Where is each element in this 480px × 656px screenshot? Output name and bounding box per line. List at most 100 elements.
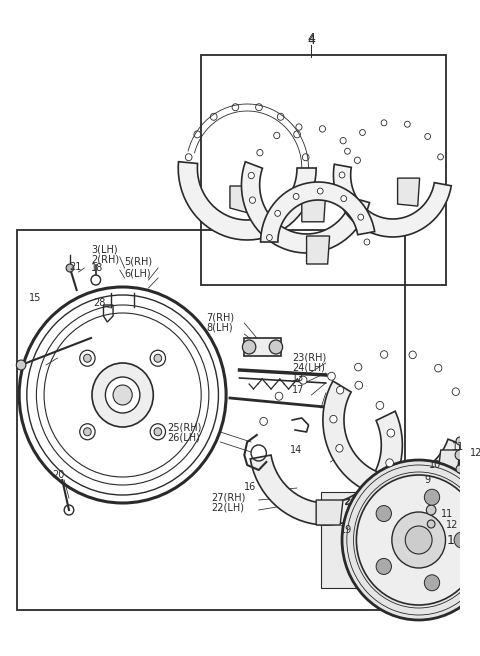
- Circle shape: [242, 340, 256, 354]
- Text: 6(LH): 6(LH): [124, 268, 151, 278]
- Polygon shape: [316, 500, 343, 525]
- Text: 1: 1: [446, 533, 455, 546]
- Polygon shape: [307, 236, 330, 264]
- Polygon shape: [323, 381, 468, 498]
- Polygon shape: [178, 162, 316, 240]
- Circle shape: [452, 388, 459, 396]
- Circle shape: [392, 512, 445, 568]
- Circle shape: [92, 363, 153, 427]
- Text: 16: 16: [244, 482, 256, 492]
- Circle shape: [454, 532, 469, 548]
- Circle shape: [80, 424, 95, 440]
- Text: 22(LH): 22(LH): [211, 503, 244, 513]
- Circle shape: [340, 138, 346, 144]
- Text: 4: 4: [307, 33, 315, 47]
- Polygon shape: [261, 182, 375, 242]
- Circle shape: [106, 377, 140, 413]
- Text: 14: 14: [290, 445, 302, 455]
- Circle shape: [381, 351, 388, 358]
- Circle shape: [293, 194, 299, 199]
- Circle shape: [376, 401, 384, 409]
- Circle shape: [84, 354, 91, 362]
- Circle shape: [154, 354, 162, 362]
- Polygon shape: [230, 186, 252, 214]
- Circle shape: [317, 188, 323, 194]
- Text: 15: 15: [29, 293, 41, 303]
- Polygon shape: [302, 192, 326, 222]
- Text: 11: 11: [441, 509, 453, 519]
- Circle shape: [434, 364, 442, 372]
- Polygon shape: [334, 164, 451, 237]
- Circle shape: [150, 424, 166, 440]
- Circle shape: [84, 428, 91, 436]
- Text: 12: 12: [445, 520, 458, 530]
- Text: 8(LH): 8(LH): [206, 323, 233, 333]
- Circle shape: [194, 131, 201, 138]
- Text: 10: 10: [429, 460, 442, 470]
- Circle shape: [275, 392, 283, 400]
- Circle shape: [319, 126, 325, 132]
- Circle shape: [154, 428, 162, 436]
- Circle shape: [358, 214, 364, 220]
- Circle shape: [300, 376, 307, 384]
- Circle shape: [336, 445, 343, 452]
- Circle shape: [330, 415, 337, 423]
- Text: 20: 20: [53, 470, 65, 480]
- Text: 7(RH): 7(RH): [206, 312, 234, 322]
- Text: 18: 18: [91, 263, 103, 273]
- Circle shape: [424, 489, 440, 505]
- Text: 3(LH): 3(LH): [91, 244, 118, 254]
- Text: 11: 11: [452, 442, 465, 452]
- Circle shape: [424, 575, 440, 591]
- Circle shape: [16, 360, 26, 370]
- Text: 4: 4: [307, 31, 315, 45]
- Circle shape: [354, 157, 360, 163]
- Circle shape: [376, 506, 392, 522]
- Circle shape: [266, 235, 272, 241]
- Circle shape: [150, 350, 166, 366]
- Polygon shape: [250, 411, 402, 525]
- Circle shape: [113, 385, 132, 405]
- Text: 25(RH): 25(RH): [168, 423, 202, 433]
- Circle shape: [386, 459, 394, 467]
- Circle shape: [66, 264, 74, 272]
- Circle shape: [248, 173, 254, 179]
- Circle shape: [376, 558, 392, 575]
- Circle shape: [360, 129, 365, 136]
- Circle shape: [355, 381, 362, 389]
- Circle shape: [275, 211, 280, 216]
- Circle shape: [255, 104, 262, 111]
- Text: 12: 12: [469, 448, 480, 458]
- Circle shape: [210, 113, 217, 120]
- Polygon shape: [438, 450, 460, 475]
- Text: 19: 19: [340, 525, 352, 535]
- Circle shape: [355, 363, 362, 371]
- Circle shape: [364, 239, 370, 245]
- Bar: [244, 338, 281, 356]
- Text: 5(RH): 5(RH): [124, 257, 153, 267]
- Bar: [321, 492, 474, 588]
- Circle shape: [341, 195, 347, 201]
- Circle shape: [438, 154, 444, 160]
- Text: 9: 9: [424, 475, 431, 485]
- Circle shape: [339, 172, 345, 178]
- Circle shape: [387, 429, 395, 437]
- Circle shape: [296, 124, 302, 131]
- Circle shape: [250, 197, 255, 203]
- Circle shape: [456, 437, 464, 445]
- Circle shape: [328, 372, 336, 380]
- Text: 24(LH): 24(LH): [292, 363, 325, 373]
- Polygon shape: [397, 178, 420, 206]
- Text: 2(RH): 2(RH): [91, 255, 119, 265]
- Bar: [17, 230, 405, 610]
- Circle shape: [342, 460, 480, 620]
- Circle shape: [426, 505, 436, 515]
- Circle shape: [455, 450, 465, 460]
- Circle shape: [427, 492, 435, 500]
- Circle shape: [232, 104, 239, 111]
- Circle shape: [80, 350, 95, 366]
- Circle shape: [405, 121, 410, 127]
- Circle shape: [294, 131, 300, 138]
- Circle shape: [357, 475, 480, 605]
- Text: 27(RH): 27(RH): [211, 493, 245, 503]
